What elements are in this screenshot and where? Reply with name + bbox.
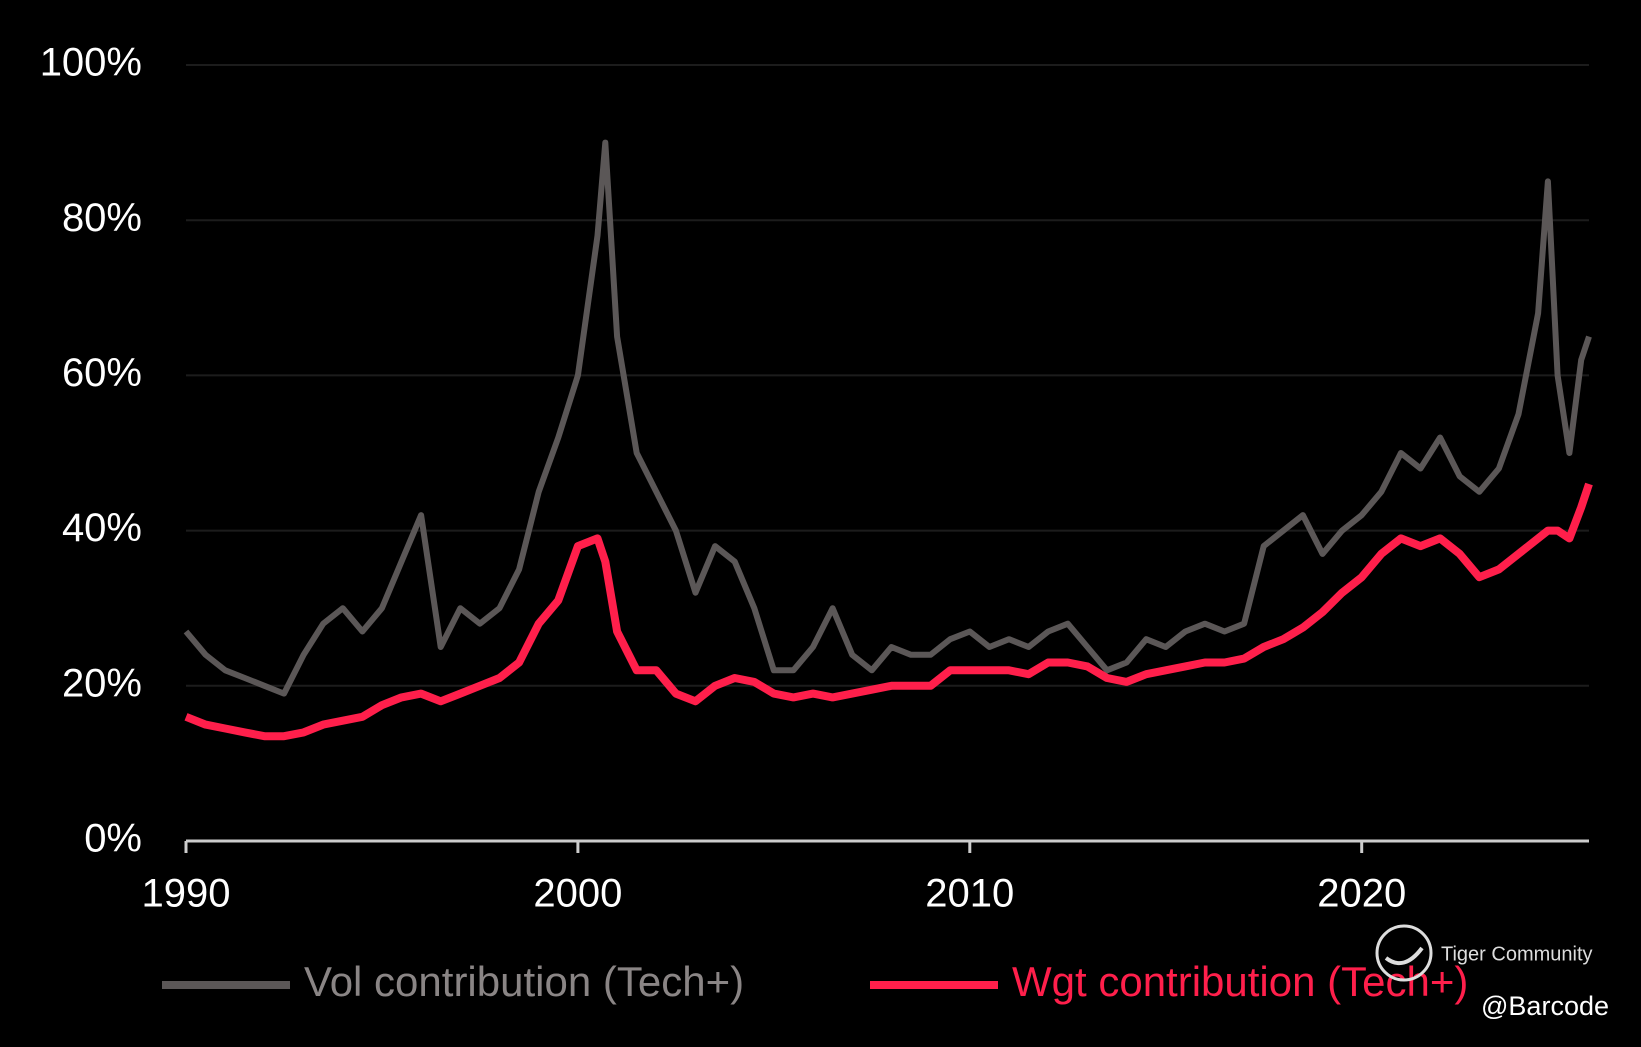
y-tick-label: 20% xyxy=(62,661,142,705)
x-tick-label: 2000 xyxy=(533,872,622,916)
watermark-circle xyxy=(1375,924,1433,982)
y-tick-label: 80% xyxy=(62,196,142,240)
line-series xyxy=(184,482,1593,741)
y-tick-label: 0% xyxy=(84,817,142,861)
y-tick-label: 100% xyxy=(40,41,142,85)
legend-label: Vol contribution (Tech+) xyxy=(304,958,744,1005)
x-tick-label: 2020 xyxy=(1317,872,1406,916)
y-tick-label: 60% xyxy=(62,351,142,395)
legend-label: Wgt contribution (Tech+) xyxy=(1012,958,1468,1005)
x-tick-label: 2010 xyxy=(925,872,1014,916)
x-tick-label: 1990 xyxy=(142,872,231,916)
watermark-text: Tiger Community xyxy=(1441,943,1593,965)
watermark-handle: @Barcode xyxy=(1481,991,1609,1021)
watermark-icon xyxy=(1375,924,1433,982)
watermark-glyph xyxy=(1384,946,1424,966)
line-series xyxy=(183,139,1592,697)
y-tick-label: 40% xyxy=(62,506,142,550)
